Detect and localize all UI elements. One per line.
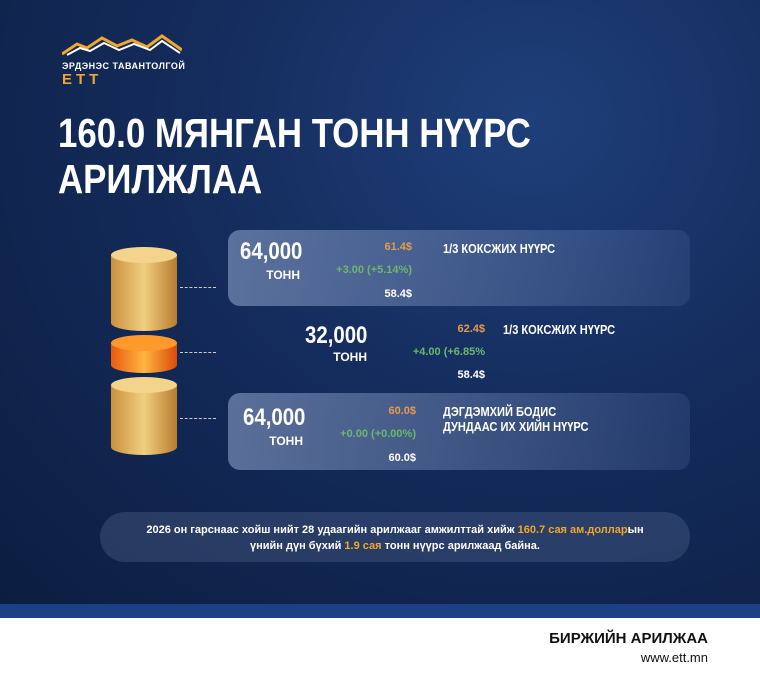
footer-url[interactable]: www.ett.mn [640,650,708,665]
connector-2 [180,352,216,353]
summary-highlight: 160.7 сая ам.доллар [517,524,628,536]
trade-amount: 64,000 [242,404,305,431]
trade-name-line: ДЭГДЭМХИЙ БОДИС [443,404,557,419]
trade-name: 1/3 КОКСЖИХ НҮҮРС [443,241,556,256]
trade-unit: ТОНН [333,350,367,364]
cylinder-1 [111,247,177,331]
trade-name: 1/3 КОКСЖИХ НҮҮРС [503,322,616,337]
trade-price: 61.4$ [384,241,412,253]
trade-amount: 32,000 [304,322,367,349]
page-title: 160.0 МЯНГАН ТОНН НҮҮРС АРИЛЖЛАА [58,110,531,202]
title-line-1: 160.0 МЯНГАН ТОНН НҮҮРС [58,110,531,156]
trade-unit: ТОНН [269,434,303,448]
trade-unit: ТОНН [266,268,300,282]
cylinder-3 [111,377,177,455]
summary-text: 2026 он гарснаас хойш нийт 28 удаагийн а… [146,524,518,536]
summary-highlight: 1.9 сая [344,540,382,552]
trade-price: 62.4$ [457,323,485,335]
trade-start-price: 60.0$ [388,452,416,464]
connector-3 [180,418,216,419]
logo-mark: ETT [62,71,103,88]
trade-name: ДЭГДЭМХИЙ БОДИС ДУНДААС ИХ ХИЙН НҮҮРС [443,404,589,434]
trade-start-price: 58.4$ [457,369,485,381]
mountain-logo-icon [61,34,183,56]
footer-title: БИРЖИЙН АРИЛЖАА [549,630,708,647]
cylinder-2 [111,335,177,373]
logo: ЭРДЭНЭС ТАВАНТОЛГОЙ ETT [61,34,186,88]
trade-change: +0.00 (+0.00%) [340,428,416,440]
trade-amount: 64,000 [239,238,302,265]
trade-change: +4.00 (+6.85% [412,346,485,358]
trade-card-1 [228,230,690,306]
summary-banner: 2026 он гарснаас хойш нийт 28 удаагийн а… [100,512,690,562]
trade-card-3 [228,393,690,470]
logo-text: ЭРДЭНЭС ТАВАНТОЛГОЙ [62,61,186,71]
summary-text: үнийн дүн бүхий [250,540,345,552]
summary-text: тонн нүүрс арилжаад байна. [381,540,540,552]
trade-price: 60.0$ [388,405,416,417]
summary-text: ын [627,524,644,536]
trade-name-line: ДУНДААС ИХ ХИЙН НҮҮРС [443,419,589,434]
trade-start-price: 58.4$ [384,288,412,300]
title-line-2: АРИЛЖЛАА [58,156,263,202]
trade-change: +3.00 (+5.14%) [336,264,412,276]
cylinder-graphic [111,247,177,455]
footer-stripe [0,604,760,618]
connector-1 [180,287,216,288]
